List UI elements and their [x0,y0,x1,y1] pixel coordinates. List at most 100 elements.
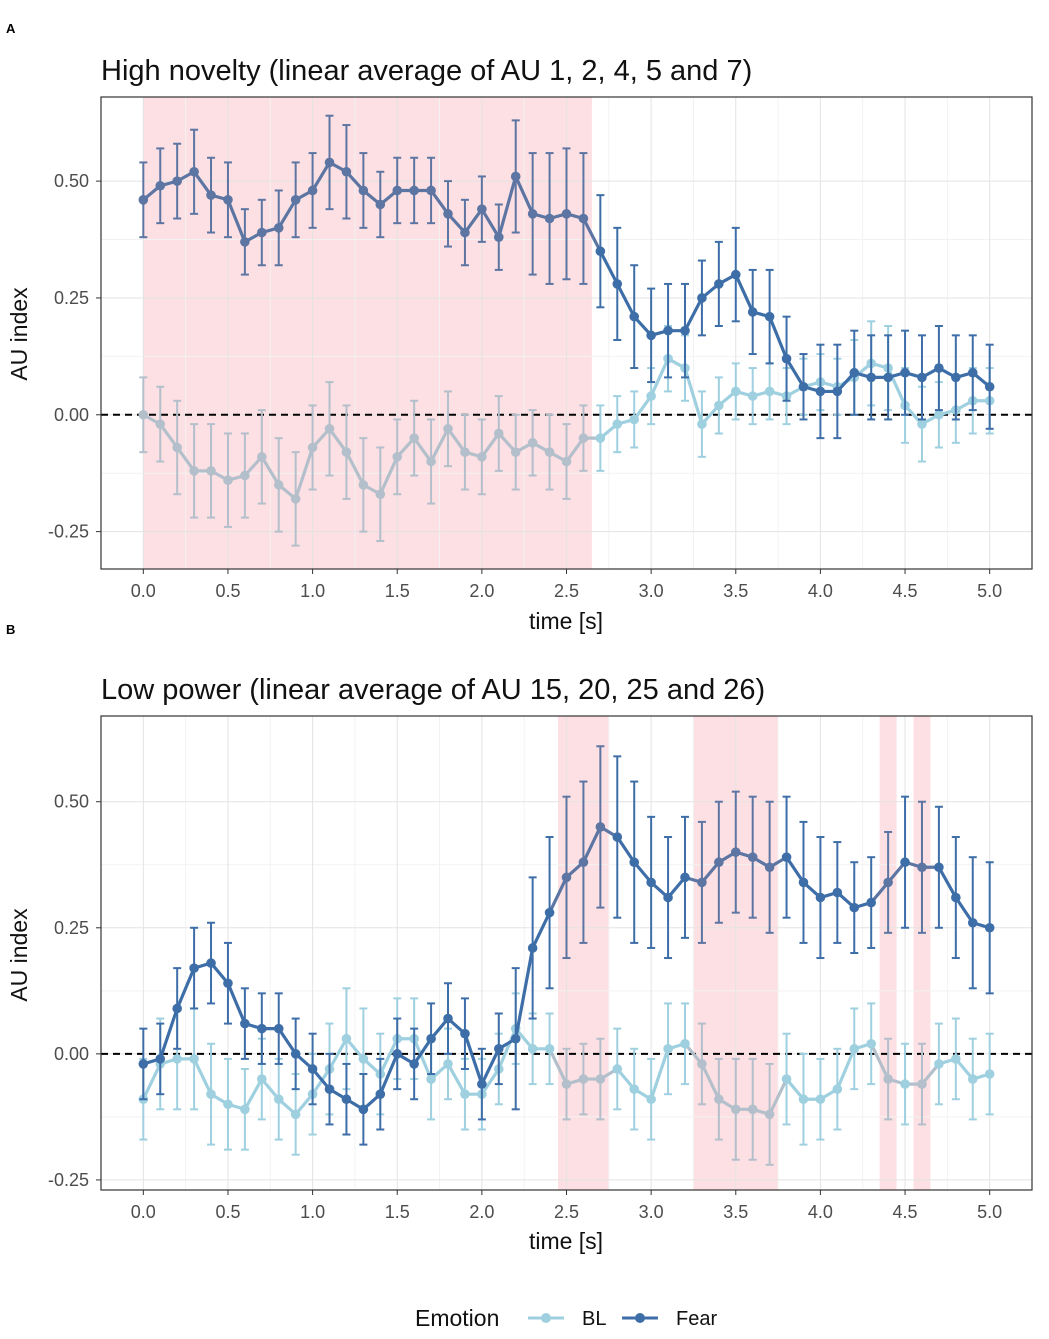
bl-point [290,494,301,504]
fear-point [426,185,436,196]
fear-line-segment [497,174,518,239]
fear-point [866,897,876,908]
bl-point [764,1109,775,1120]
bl-point [781,1074,792,1084]
bl-point [460,1089,470,1099]
fear-point [155,180,166,191]
bl-line-segment [327,427,349,454]
panel-b-letter: B [6,622,15,637]
bl-point [595,1074,606,1084]
bl-line-segment [260,455,281,487]
fear-point [527,209,538,219]
bl-point [392,452,403,462]
fear-point [290,195,301,205]
fear-point [358,185,369,196]
x-tick-label: 0.0 [131,1202,156,1222]
fear-point [392,1049,403,1059]
fear-point [663,892,673,903]
bl-line-segment [649,1047,670,1101]
fear-point [680,325,690,336]
fear-point [815,386,826,397]
bl-line-segment [192,1057,213,1096]
bl-point [375,489,386,500]
panel-a-plot: 0.0 0.5 1.0 1.5 2.0 2.5 3.0 3.5 4.0 4.5 5.0 -0.25 0.… [48,96,1033,601]
fear-point [646,330,656,341]
fear-point [815,892,826,903]
bl-point [257,452,267,462]
fear-point [307,1064,318,1074]
x-tick-label: 0.5 [215,581,240,601]
bl-point [477,452,487,462]
fear-point [257,227,267,238]
bl-point [934,409,944,420]
fear-point [324,157,335,168]
fear-point [730,847,741,857]
bl-point [443,424,453,434]
bl-point [172,442,182,453]
fear-point [443,1013,453,1024]
bl-point [629,1084,640,1094]
fear-point [307,185,318,196]
fear-line-segment [175,966,196,1011]
fear-point [290,1049,301,1059]
x-tick-label: 0.5 [215,1202,240,1222]
bl-line-segment [294,445,315,501]
fear-line-segment [547,875,569,915]
bl-point [967,1074,978,1084]
fear-point [375,199,386,210]
bl-point [730,386,741,397]
x-tick-label: 4.5 [893,1202,918,1222]
bl-line-segment [480,1067,501,1096]
fear-line-segment [378,1052,399,1096]
fear-point [493,232,504,242]
bl-point [206,1089,216,1099]
x-tick-label: 3.5 [723,1202,748,1222]
fear-point [629,311,640,322]
bl-point [358,480,369,490]
bl-point [832,1084,843,1094]
bl-point [527,1044,538,1054]
fear-point [138,195,149,205]
panel-b-plot: 0.0 0.5 1.0 1.5 2.0 2.5 3.0 3.5 4.0 4.5 5.0 -0.25 0.… [48,715,1033,1222]
fear-line-segment [412,1037,433,1066]
x-tick-label: 3.0 [639,1202,664,1222]
legend-item-fear: Fear [622,1308,717,1330]
fear-point [764,311,775,322]
y-tick-label: 0.50 [54,792,89,812]
y-tick-label: 0.25 [54,918,89,938]
fear-point [680,872,690,883]
x-tick-label: 4.0 [808,581,833,601]
bl-point [629,414,640,425]
bl-point [544,447,555,457]
bl-point [747,1104,758,1115]
y-tick-label: 0.00 [54,405,89,425]
fear-point [341,166,352,177]
fear-point [341,1094,352,1105]
fear-point [595,822,606,832]
fear-line-segment [734,272,755,314]
fear-line-segment [158,1006,179,1061]
bl-point [290,1109,301,1120]
bl-line-segment [141,1062,162,1101]
x-tick-label: 4.5 [893,581,918,601]
fear-point [460,1028,470,1039]
fear-point [883,372,893,383]
bl-line-segment [768,1077,789,1116]
panel-a-y-axis-label: AU index [6,287,32,381]
fear-point [155,1054,166,1064]
bl-point [984,1069,995,1079]
bl-point [764,386,775,397]
bl-point [443,1059,453,1069]
bl-point [714,400,724,411]
x-tick-label: 3.5 [723,581,748,601]
panel-a-letter: A [6,21,16,36]
x-tick-label: 2.5 [554,1202,579,1222]
fear-line-segment [615,835,636,864]
x-tick-label: 0.0 [131,581,156,601]
fear-point [951,372,961,383]
bl-point [257,1074,267,1084]
panel-a: A High novelty (linear average of AU 1, … [6,21,1033,634]
bl-point [747,391,758,401]
bl-line-segment [649,357,670,398]
legend-fear-marker [635,1313,645,1323]
